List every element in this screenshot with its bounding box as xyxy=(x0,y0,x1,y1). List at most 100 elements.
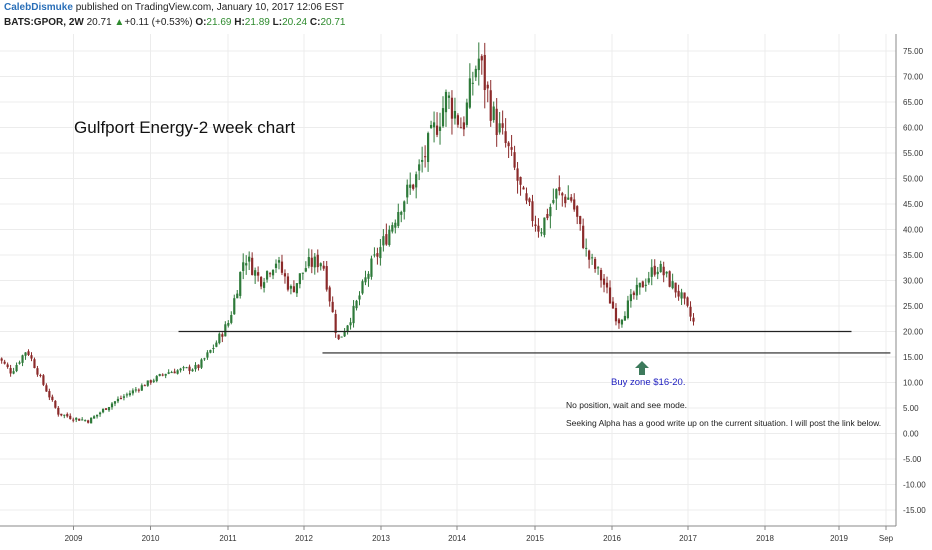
low-value: 20.24 xyxy=(282,17,308,28)
candle-body xyxy=(98,412,102,415)
author-link[interactable]: CalebDismuke xyxy=(4,2,73,13)
y-tick-label: 45.00 xyxy=(903,200,924,209)
candle-body xyxy=(614,308,618,322)
candle-body xyxy=(116,398,120,402)
candle-body xyxy=(260,277,263,287)
candle-body xyxy=(101,408,105,413)
candle-body xyxy=(370,258,373,277)
candle-body xyxy=(534,224,537,227)
y-tick-label: -15.00 xyxy=(903,506,926,515)
y-tick-label: 60.00 xyxy=(903,124,924,133)
candle-body xyxy=(298,273,301,285)
candle-body xyxy=(274,263,278,269)
candle-body xyxy=(421,159,424,162)
candle-body xyxy=(424,156,427,158)
candle-body xyxy=(429,124,433,128)
candle-body xyxy=(441,108,445,127)
price-axis[interactable]: 75.00 70.00 65.00 60.00 55.00 50.00 45.00 40.00… xyxy=(903,47,926,515)
candle-body xyxy=(459,127,463,129)
candle-body xyxy=(632,292,635,296)
candle-body xyxy=(635,284,638,296)
last-price: 20.71 xyxy=(86,17,112,28)
candle-body xyxy=(510,147,513,150)
y-tick-label: 25.00 xyxy=(903,302,924,311)
candle-body xyxy=(689,306,692,317)
y-tick-label: 35.00 xyxy=(903,251,924,260)
candle-body xyxy=(531,201,534,222)
candle-body xyxy=(418,164,421,171)
symbol-label: BATS:GPOR, 2W xyxy=(4,17,84,28)
y-tick-label: 75.00 xyxy=(903,47,924,56)
candle-body xyxy=(579,216,582,225)
candle-body xyxy=(576,206,579,217)
candle-body xyxy=(191,369,194,372)
candle-body xyxy=(128,393,131,396)
close-value: 20.71 xyxy=(320,17,346,28)
candle-body xyxy=(611,301,615,309)
candle-body xyxy=(295,283,298,294)
candle-body xyxy=(230,314,233,323)
x-tick-label: 2013 xyxy=(372,534,390,543)
candle-body xyxy=(537,225,540,232)
candle-body xyxy=(331,301,334,313)
candle-body xyxy=(567,197,570,200)
candle-body xyxy=(489,90,492,121)
publish-line: CalebDismuke published on TradingView.co… xyxy=(4,2,344,13)
candle-body xyxy=(462,122,465,130)
candle-body xyxy=(599,270,603,281)
candle-body xyxy=(391,225,394,232)
candle-body xyxy=(516,168,519,181)
candle-body xyxy=(301,272,304,274)
candle-body xyxy=(54,400,57,408)
candle-body xyxy=(84,420,87,422)
candle-body xyxy=(218,333,221,344)
candle-body xyxy=(540,232,543,234)
y-tick-label: 40.00 xyxy=(903,226,924,235)
ohlc-line: BATS:GPOR, 2W 20.71 ▲+0.11 (+0.53%) O:21… xyxy=(4,17,345,28)
candle-body xyxy=(185,367,188,369)
position-note: No position, wait and see mode. xyxy=(566,400,687,410)
open-label: O: xyxy=(195,17,207,28)
high-label: H: xyxy=(234,17,245,28)
candle-body xyxy=(197,364,200,368)
candle-body xyxy=(271,270,275,276)
candle-body xyxy=(486,84,489,89)
x-tick-label: Sep xyxy=(879,534,894,543)
candle-body xyxy=(63,414,66,416)
candle-body xyxy=(182,367,185,369)
candle-body xyxy=(438,126,442,131)
x-tick-label: 2015 xyxy=(526,534,544,543)
support-lines[interactable] xyxy=(178,330,891,354)
candle-body xyxy=(507,142,510,147)
candle-body xyxy=(596,267,600,269)
candle-body xyxy=(170,372,173,374)
candle-body xyxy=(283,273,287,277)
candle-body xyxy=(262,282,266,288)
candle-body xyxy=(435,125,439,135)
y-tick-label: -10.00 xyxy=(903,481,926,490)
candle-body xyxy=(605,282,609,288)
candle-body xyxy=(415,174,418,188)
y-tick-label: 10.00 xyxy=(903,379,924,388)
candle-body xyxy=(677,290,680,297)
y-tick-label: 20.00 xyxy=(903,328,924,337)
candle-body xyxy=(662,266,665,276)
candle-body xyxy=(626,300,629,319)
candle-body xyxy=(617,319,621,324)
candle-body xyxy=(585,247,588,249)
candle-body xyxy=(227,323,230,326)
candle-body xyxy=(3,361,6,364)
y-tick-label: 0.00 xyxy=(903,430,919,439)
candle-body xyxy=(0,358,3,361)
candle-body xyxy=(268,273,272,275)
candle-body xyxy=(176,370,179,374)
time-axis[interactable]: 2009 2010 2011 2012 2013 2014 2015 2016 2017 2018… xyxy=(65,526,894,543)
candle-body xyxy=(149,380,152,383)
candle-body xyxy=(95,414,99,417)
candle-body xyxy=(131,390,134,394)
candle-body xyxy=(51,396,54,401)
x-tick-label: 2018 xyxy=(756,534,774,543)
y-tick-label: 65.00 xyxy=(903,98,924,107)
candle-body xyxy=(465,102,468,125)
